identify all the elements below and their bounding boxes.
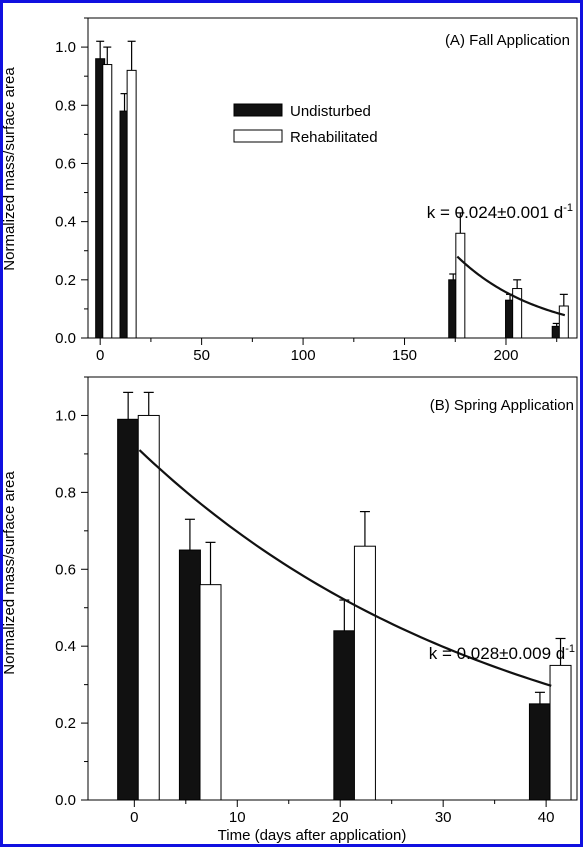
pb-bar-undisturbed-1 xyxy=(178,549,201,801)
pb-y-tick-label-3: 0.6 xyxy=(55,561,76,578)
panel-a-k-exponent: -1 xyxy=(563,202,573,214)
pb-y-tick-label-4: 0.8 xyxy=(55,484,76,501)
pb-bar-undisturbed-3 xyxy=(528,703,551,801)
pb-bar-rehabilitated-1 xyxy=(199,584,222,801)
panel-b-y-axis-label: Normalized mass/surface area xyxy=(1,471,18,675)
pa-x-tick-label-3: 150 xyxy=(392,347,417,364)
legend: Undisturbed Rehabilitated xyxy=(233,103,378,146)
legend-swatch-undisturbed xyxy=(233,103,283,117)
panel-b-title: (B) Spring Application xyxy=(430,397,574,414)
pa-y-tick-label-1: 0.2 xyxy=(55,272,76,289)
fit-curve-panel-b xyxy=(138,449,552,687)
legend-label-rehabilitated: Rehabilitated xyxy=(290,129,378,146)
pa-fit-line xyxy=(456,255,566,317)
pb-x-tick-label-1: 10 xyxy=(229,809,246,826)
pa-x-tick-label-1: 50 xyxy=(193,347,210,364)
legend-swatch-rehabilitated xyxy=(233,129,283,143)
pa-bar-rehabilitated-0 xyxy=(102,64,113,339)
pb-y-tick-label-0: 0.0 xyxy=(55,792,76,809)
fit-curve-panel-a xyxy=(456,255,566,317)
panel-a-y-axis-label: Normalized mass/surface area xyxy=(1,67,18,271)
pa-y-tick-label-4: 0.8 xyxy=(55,97,76,114)
pa-y-tick-label-3: 0.6 xyxy=(55,155,76,172)
pb-x-tick-label-3: 30 xyxy=(435,809,452,826)
pa-x-tick-label-2: 100 xyxy=(291,347,316,364)
pb-bar-rehabilitated-0 xyxy=(137,414,160,801)
pb-x-tick-label-2: 20 xyxy=(332,809,349,826)
pb-x-tick-label-0: 0 xyxy=(130,809,138,826)
panel-b: 0.0 0.2 0.4 0.6 0.8 1.0 0 10 20 30 40 (B) Spring A… xyxy=(1,376,578,844)
legend-label-undisturbed: Undisturbed xyxy=(290,103,371,120)
pb-plot-frame xyxy=(87,376,578,801)
pb-y-tick-label-2: 0.4 xyxy=(55,638,76,655)
bars-panel-a xyxy=(95,40,569,339)
bars-panel-b xyxy=(117,391,572,801)
panel-b-x-axis-label: Time (days after application) xyxy=(218,827,407,844)
pb-y-tick-label-1: 0.2 xyxy=(55,715,76,732)
panel-a-k-value: k = 0.024±0.001 d xyxy=(427,203,563,222)
pb-y-tick-label-5: 1.0 xyxy=(55,407,76,424)
axes-panel-b: 0.0 0.2 0.4 0.6 0.8 1.0 0 10 20 30 40 xyxy=(55,376,578,826)
panel-a-k-annotation: k = 0.024±0.001 d-1 xyxy=(427,202,573,222)
pa-plot-frame xyxy=(87,17,578,339)
pa-y-tick-label-2: 0.4 xyxy=(55,214,76,231)
panel-b-k-exponent: -1 xyxy=(565,643,575,655)
axes-panel-a: 0.0 0.2 0.4 0.6 0.8 1.0 0 50 100 150 200 xyxy=(55,17,578,364)
panel-b-k-annotation: k = 0.028±0.009 d-1 xyxy=(429,643,575,663)
pa-y-tick-label-5: 1.0 xyxy=(55,39,76,56)
pb-bar-undisturbed-0 xyxy=(117,418,140,801)
pa-bar-rehabilitated-2 xyxy=(455,232,466,339)
pa-x-tick-label-4: 200 xyxy=(493,347,518,364)
pa-bar-rehabilitated-1 xyxy=(126,69,137,339)
pa-x-tick-label-0: 0 xyxy=(96,347,104,364)
panel-b-k-value: k = 0.028±0.009 d xyxy=(429,644,565,663)
panel-a: 0.0 0.2 0.4 0.6 0.8 1.0 0 50 100 150 200 (A) Fall … xyxy=(1,17,578,364)
pa-bar-rehabilitated-4 xyxy=(558,305,569,339)
pb-bar-rehabilitated-3 xyxy=(549,664,572,801)
panel-a-title: (A) Fall Application xyxy=(445,32,570,49)
pb-bar-rehabilitated-2 xyxy=(353,545,376,801)
pb-x-tick-label-4: 40 xyxy=(538,809,555,826)
pb-bar-undisturbed-2 xyxy=(333,630,356,801)
pb-fit-line xyxy=(138,449,552,687)
pa-y-tick-label-0: 0.0 xyxy=(55,330,76,347)
